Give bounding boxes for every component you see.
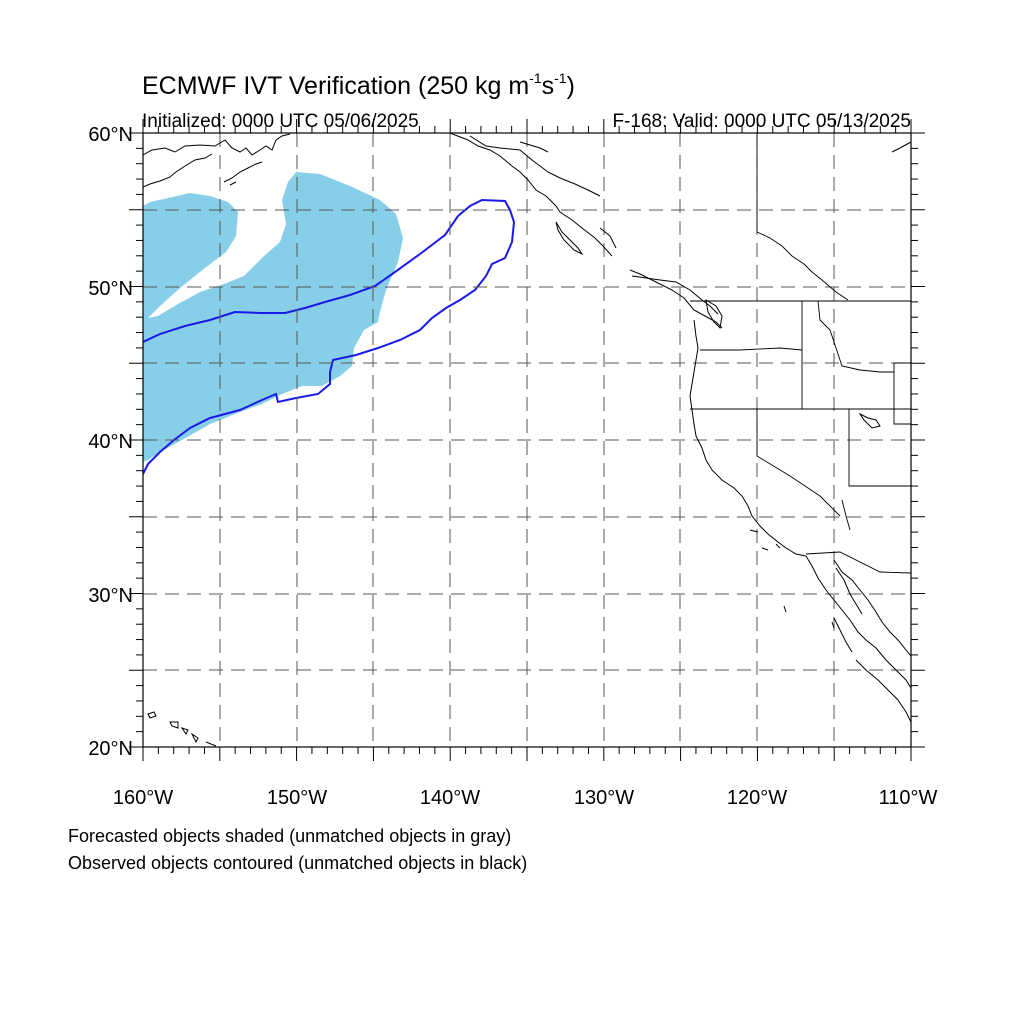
lat-label-40: 40°N: [88, 431, 133, 453]
initialized-label: Initialized: 0000 UTC 05/06/2025: [142, 111, 419, 132]
lat-label-20: 20°N: [88, 738, 133, 760]
observed-ivt-contour: [143, 198, 516, 475]
lat-label-60: 60°N: [88, 124, 133, 146]
map-plot-area: [143, 133, 911, 747]
valid-time-label: F-168: Valid: 0000 UTC 05/13/2025: [612, 111, 911, 132]
lon-label-140w: 140°W: [420, 787, 480, 809]
map-title: ECMWF IVT Verification (250 kg m-1s-1): [142, 70, 575, 100]
forecast-ivt-object: [143, 172, 403, 462]
political-borders: [690, 133, 911, 574]
latitude-labels: 60°N 50°N 40°N 30°N 20°N: [88, 124, 133, 760]
graticule: [143, 133, 911, 747]
lon-label-130w: 130°W: [574, 787, 634, 809]
longitude-labels: 160°W 150°W 140°W 130°W 120°W 110°W: [113, 787, 938, 809]
footer-forecast-note: Forecasted objects shaded (unmatched obj…: [68, 826, 512, 846]
lat-label-30: 30°N: [88, 585, 133, 607]
lat-label-50: 50°N: [88, 278, 133, 300]
coastlines: [143, 133, 911, 747]
lon-label-160w: 160°W: [113, 787, 173, 809]
lon-label-150w: 150°W: [267, 787, 327, 809]
footer-observed-note: Observed objects contoured (unmatched ob…: [68, 853, 528, 873]
axis-ticks: [129, 119, 925, 761]
lon-label-110w: 110°W: [879, 787, 938, 809]
lon-label-120w: 120°W: [727, 787, 787, 809]
